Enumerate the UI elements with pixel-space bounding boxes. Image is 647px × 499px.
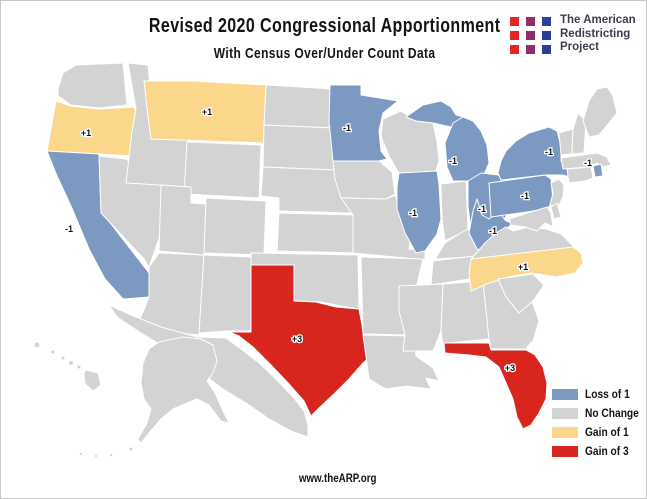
arp-logo: The American Redistricting Project <box>510 14 636 55</box>
logo-square-icon <box>510 31 519 40</box>
legend-label-gain3: Gain of 3 <box>585 444 629 458</box>
state-HI-island <box>60 355 66 361</box>
state-RI <box>592 163 604 178</box>
legend-swatch-nochange <box>552 407 578 419</box>
state-IL <box>396 170 442 254</box>
map-legend: Loss of 1 No Change Gain of 1 Gain of 3 <box>552 387 646 464</box>
state-WA <box>57 62 128 109</box>
state-AK-island <box>108 452 114 458</box>
state-label-TX: +3 <box>292 334 302 344</box>
state-KS <box>276 212 359 254</box>
legend-swatch-gain3 <box>552 445 578 457</box>
state-MD <box>508 206 554 232</box>
state-AL <box>440 280 490 354</box>
website-url: www.theARP.org <box>299 473 377 485</box>
logo-square-icon <box>510 45 519 54</box>
state-LA <box>362 334 440 390</box>
state-label-NY: -1 <box>545 147 553 157</box>
state-label-WV: -1 <box>489 226 497 236</box>
logo-square-icon <box>526 31 535 40</box>
state-SC <box>497 273 545 314</box>
legend-label-gain1: Gain of 1 <box>585 425 629 439</box>
state-label-OR: +1 <box>81 128 91 138</box>
state-HI-island <box>33 341 41 349</box>
state-label-PA: -1 <box>521 191 529 201</box>
state-HI-island <box>68 360 74 366</box>
state-FL <box>443 342 548 430</box>
state-OR <box>46 100 138 157</box>
state-label-RI: -1 <box>584 158 592 168</box>
state-label-IL: -1 <box>409 208 417 218</box>
state-NJ <box>549 178 565 210</box>
footer: www.theARP.org <box>276 469 400 487</box>
state-MS <box>398 283 444 352</box>
legend-row-gain1: Gain of 1 <box>552 425 646 439</box>
state-NH <box>571 112 587 155</box>
state-AK-island <box>93 453 99 459</box>
logo-square-icon <box>542 17 551 26</box>
state-HI-island <box>76 364 82 370</box>
state-VT <box>558 128 574 156</box>
state-UT <box>158 184 207 256</box>
legend-swatch-gain1 <box>552 426 578 438</box>
legend-row-nochange: No Change <box>552 406 646 420</box>
state-label-NC: +1 <box>518 262 528 272</box>
state-MN <box>328 84 399 162</box>
state-SD <box>262 124 336 171</box>
state-DE <box>550 202 562 220</box>
state-TX <box>228 264 372 417</box>
state-HI-island <box>50 349 56 355</box>
state-label-OH: -1 <box>478 204 486 214</box>
logo-square-icon <box>526 17 535 26</box>
logo-square-icon <box>542 45 551 54</box>
legend-row-loss1: Loss of 1 <box>552 387 646 401</box>
state-ME <box>582 86 618 138</box>
state-AK-island <box>78 451 84 457</box>
logo-square-icon <box>542 31 551 40</box>
arp-logo-squares-icon <box>510 17 551 54</box>
state-label-FL: +3 <box>505 363 515 373</box>
state-HI-big-island <box>83 369 102 392</box>
map-labels: +1 +1 -1 -1 -1 -1 -1 -1 -1 -1 -1 +1 +3 +… <box>64 106 594 375</box>
state-CO <box>203 197 267 256</box>
state-ND <box>263 84 335 129</box>
legend-row-gain3: Gain of 3 <box>552 444 646 458</box>
map-states <box>33 62 618 459</box>
state-CT <box>566 166 594 184</box>
state-WY <box>183 141 262 199</box>
state-label-MN: -1 <box>343 123 351 133</box>
logo-text-line3: Project <box>560 41 599 53</box>
logo-text-line1: The American <box>560 14 636 26</box>
state-IA <box>332 160 396 200</box>
logo-square-icon <box>526 45 535 54</box>
legend-label-nochange: No Change <box>585 406 639 420</box>
legend-swatch-loss1 <box>552 388 578 400</box>
state-MI <box>444 116 490 182</box>
logo-square-icon <box>510 17 519 26</box>
state-AK-island <box>128 446 134 452</box>
state-NC <box>468 246 584 292</box>
arp-logo-text: The American Redistricting Project <box>560 14 636 55</box>
state-label-MT: +1 <box>202 107 212 117</box>
state-NM <box>198 254 252 334</box>
legend-label-loss1: Loss of 1 <box>585 387 630 401</box>
state-label-MI: -1 <box>449 156 457 166</box>
logo-text-line2: Redistricting <box>560 27 631 40</box>
state-label-CA: -1 <box>65 224 73 234</box>
state-AK <box>137 336 230 444</box>
